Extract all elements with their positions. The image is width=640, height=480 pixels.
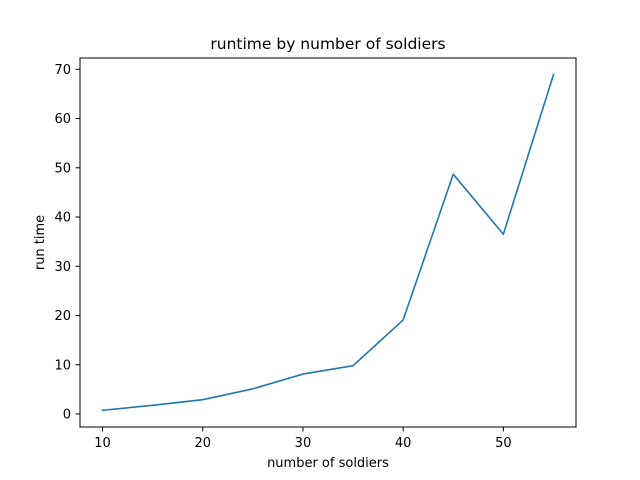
- y-tick-label: 40: [54, 211, 71, 226]
- plot-frame: [79, 57, 577, 428]
- x-axis-label: number of soldiers: [267, 456, 389, 471]
- series-layer: [101, 73, 555, 412]
- y-tick-label: 0: [63, 408, 71, 423]
- series-line: [101, 73, 555, 412]
- y-tick-label: 30: [54, 260, 71, 275]
- x-tick-label: 30: [295, 436, 312, 451]
- x-tick-label: 10: [94, 436, 111, 451]
- y-tick-label: 70: [54, 63, 71, 78]
- plot-area: 10 20 30 40 50 0 10 20 30 40 50 60 70: [54, 57, 577, 451]
- y-axis-label: run time: [33, 215, 48, 270]
- x-tick-label: 20: [194, 436, 211, 451]
- x-tick-label: 40: [395, 436, 412, 451]
- x-axis-ticks: 10 20 30 40 50: [94, 427, 512, 451]
- y-tick-label: 10: [54, 358, 71, 373]
- y-axis-ticks: 0 10 20 30 40 50 60 70: [54, 63, 80, 423]
- chart-title: runtime by number of soldiers: [210, 35, 445, 53]
- y-tick-label: 60: [54, 112, 71, 127]
- y-tick-label: 50: [54, 161, 71, 176]
- y-tick-label: 20: [54, 309, 71, 324]
- x-tick-label: 50: [495, 436, 512, 451]
